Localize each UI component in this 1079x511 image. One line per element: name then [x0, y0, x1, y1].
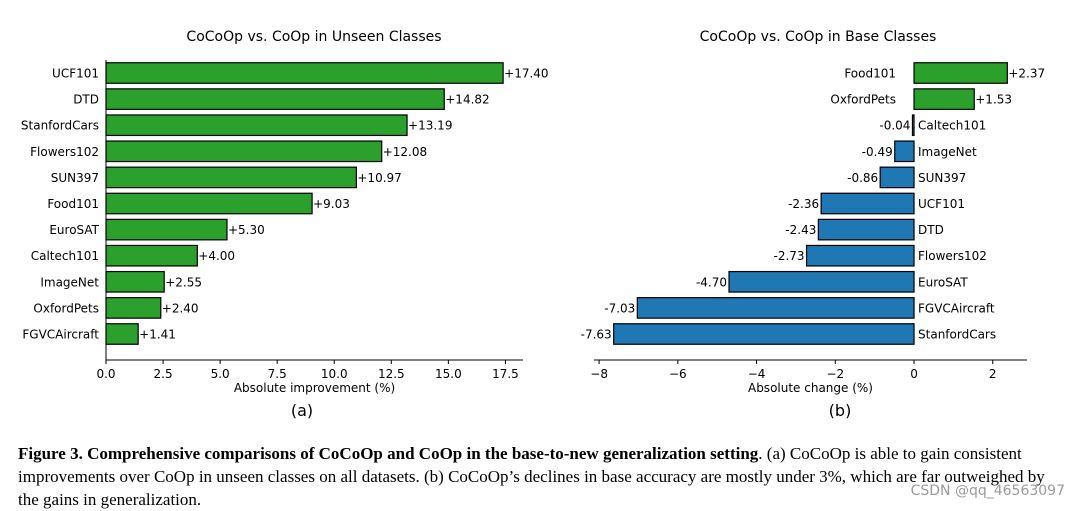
bar-b-fgvcaircraft [636, 297, 915, 319]
category-label-b-ucf101: UCF101 [918, 197, 965, 211]
bar-b-dtd [817, 218, 915, 241]
category-label-a-ucf101: UCF101 [52, 67, 99, 81]
value-label-a-dtd: +14.82 [445, 93, 489, 107]
panel-label-a: (a) [291, 401, 313, 420]
bar-a-stanfordcars [105, 114, 408, 137]
bar-a-dtd [105, 88, 445, 110]
watermark: CSDN @qq_46563097 [910, 483, 1065, 499]
value-label-b-stanfordcars: -7.63 [581, 328, 612, 342]
category-label-b-imagenet: ImageNet [918, 145, 977, 159]
bar-a-oxfordpets [105, 297, 162, 319]
value-label-a-caltech101: +4.00 [198, 249, 235, 263]
value-label-b-fgvcaircraft: -7.03 [604, 301, 635, 315]
value-label-a-flowers102: +12.08 [383, 145, 427, 159]
value-label-a-ucf101: +17.40 [504, 67, 548, 81]
category-label-a-eurosat: EuroSAT [49, 223, 99, 237]
category-label-a-imagenet: ImageNet [40, 275, 99, 289]
bar-b-sun397 [879, 166, 915, 189]
bar-a-food101 [105, 192, 313, 215]
charts-svg: CoCoOp vs. CoOp in Unseen Classes UCF101 +… [21, 29, 1045, 420]
x-tick-label-a-0: 0.0 [96, 367, 115, 381]
value-label-b-dtd: -2.43 [785, 223, 816, 237]
x-tick-label-a-5: 12.5 [378, 367, 405, 381]
bar-a-caltech101 [105, 244, 198, 267]
category-label-a-flowers102: Flowers102 [30, 145, 99, 159]
x-tick-label-a-3: 7.5 [268, 367, 287, 381]
bar-b-ucf101 [820, 192, 915, 215]
x-tick-label-b-2: −4 [748, 367, 766, 381]
value-label-a-food101: +9.03 [313, 197, 350, 211]
bar-b-food101 [913, 62, 1008, 84]
figure-caption: Figure 3. Comprehensive comparisons of C… [18, 442, 1068, 511]
x-tick-label-a-1: 2.5 [154, 367, 173, 381]
value-label-a-stanfordcars: +13.19 [408, 119, 452, 133]
category-label-a-food101: Food101 [47, 197, 99, 211]
bar-b-eurosat [728, 270, 915, 293]
value-label-b-ucf101: -2.36 [788, 197, 819, 211]
bar-b-stanfordcars [613, 323, 915, 345]
x-tick-label-a-4: 10.0 [321, 367, 348, 381]
category-label-b-food101: Food101 [844, 67, 896, 81]
value-label-b-food101: +2.37 [1008, 67, 1045, 81]
category-label-b-eurosat: EuroSAT [918, 275, 968, 289]
x-tick-label-b-4: 0 [910, 367, 918, 381]
value-label-b-caltech101: -0.04 [879, 119, 910, 133]
value-label-b-imagenet: -0.49 [862, 145, 893, 159]
category-label-b-oxfordpets: OxfordPets [830, 93, 896, 107]
bar-b-oxfordpets [913, 88, 975, 110]
x-tick-label-a-2: 5.0 [211, 367, 230, 381]
caption-rest-text: . (a) CoCoOp is able to gain consistent … [18, 444, 1045, 509]
category-label-b-flowers102: Flowers102 [918, 249, 987, 263]
x-axis-label-a: Absolute improvement (%) [234, 381, 395, 395]
bar-a-eurosat [105, 218, 228, 241]
value-label-a-oxfordpets: +2.40 [162, 301, 199, 315]
category-label-a-fgvcaircraft: FGVCAircraft [22, 328, 99, 342]
value-label-b-oxfordpets: +1.53 [975, 93, 1012, 107]
category-label-b-dtd: DTD [918, 223, 944, 237]
bar-b-caltech101 [911, 114, 915, 137]
value-label-b-eurosat: -4.70 [696, 275, 727, 289]
x-tick-label-b-0: −8 [590, 367, 608, 381]
x-axis-label-b: Absolute change (%) [748, 381, 873, 395]
bar-a-imagenet [105, 270, 165, 293]
caption-bold-text: Comprehensive comparisons of CoCoOp and … [87, 444, 759, 463]
category-label-b-stanfordcars: StanfordCars [918, 328, 996, 342]
category-label-a-caltech101: Caltech101 [31, 249, 99, 263]
x-tick-label-b-1: −6 [669, 367, 687, 381]
x-tick-label-a-6: 15.0 [435, 367, 462, 381]
chart-a-title: CoCoOp vs. CoOp in Unseen Classes [186, 29, 441, 45]
value-label-a-imagenet: +2.55 [165, 275, 202, 289]
caption-label: Figure 3. [18, 444, 83, 463]
value-label-b-sun397: -0.86 [847, 171, 878, 185]
value-label-a-fgvcaircraft: +1.41 [139, 328, 176, 342]
value-label-b-flowers102: -2.73 [774, 249, 805, 263]
category-label-b-sun397: SUN397 [918, 171, 966, 185]
category-label-a-stanfordcars: StanfordCars [21, 119, 99, 133]
category-label-a-sun397: SUN397 [51, 171, 99, 185]
bar-a-sun397 [105, 166, 357, 189]
category-label-a-dtd: DTD [73, 93, 99, 107]
x-tick-label-b-5: 2 [989, 367, 997, 381]
bar-b-imagenet [894, 140, 915, 163]
bar-a-fgvcaircraft [105, 323, 139, 345]
chart-b-title: CoCoOp vs. CoOp in Base Classes [700, 29, 937, 45]
value-label-a-sun397: +10.97 [357, 171, 401, 185]
x-tick-label-a-7: 17.5 [492, 367, 519, 381]
bar-a-ucf101 [105, 62, 504, 84]
category-label-b-caltech101: Caltech101 [918, 119, 986, 133]
category-label-b-fgvcaircraft: FGVCAircraft [918, 301, 995, 315]
panel-label-b: (b) [829, 401, 852, 420]
bar-a-flowers102 [105, 140, 383, 163]
value-label-a-eurosat: +5.30 [228, 223, 265, 237]
x-tick-label-b-3: −2 [826, 367, 844, 381]
bar-b-flowers102 [805, 244, 915, 267]
category-label-a-oxfordpets: OxfordPets [33, 301, 99, 315]
